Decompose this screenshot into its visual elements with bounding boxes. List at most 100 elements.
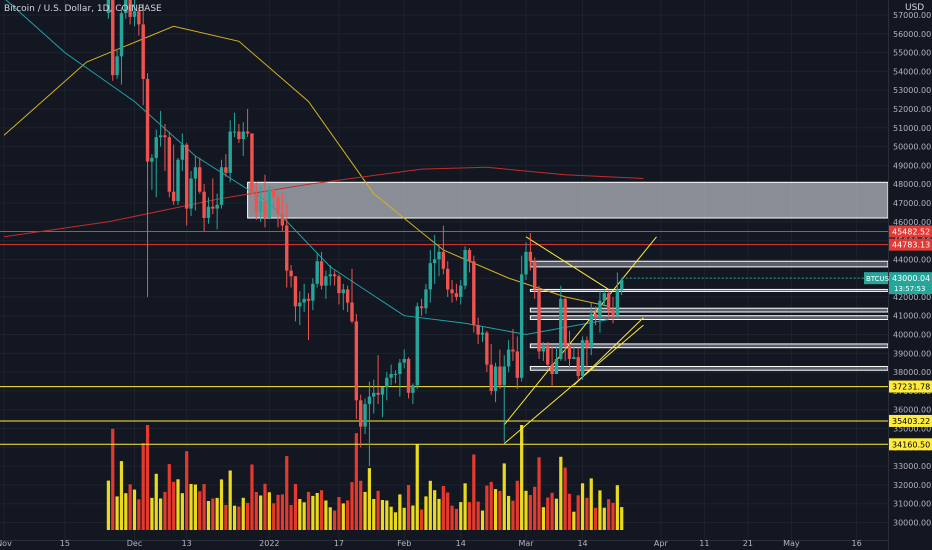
candle-body [176, 159, 180, 202]
y-tick-label: 36000.00 [893, 406, 931, 415]
x-tick-label: 13 [182, 539, 192, 548]
candle-body [437, 251, 441, 260]
plot-area [0, 0, 888, 540]
candle-body [550, 364, 554, 375]
y-tick-label: 35000.00 [893, 425, 931, 434]
candle-body [454, 293, 459, 297]
x-tick-label: 14 [577, 539, 587, 548]
x-tick-label: 17 [334, 539, 344, 548]
volume-bar [602, 507, 606, 530]
resistance-zone [247, 181, 888, 219]
volume-bar [211, 498, 215, 530]
candle-body [158, 135, 163, 138]
volume-bar [389, 506, 393, 530]
volume-bar [502, 463, 506, 530]
price-level-badge [889, 414, 932, 427]
volume-bar [185, 451, 189, 530]
volume-bar [237, 506, 241, 530]
y-tick-label: 42000.00 [893, 293, 931, 302]
candle-body [315, 261, 319, 284]
candle-body [589, 313, 593, 348]
volume-bar [193, 484, 197, 530]
candle-body [519, 274, 524, 378]
candle-body [219, 167, 224, 205]
candle-body [106, 0, 111, 14]
candle-body [324, 276, 328, 286]
candle-body [167, 137, 171, 192]
volume-bar [620, 507, 624, 530]
y-tick-label: 50000.00 [893, 143, 931, 152]
volume-bar [202, 484, 206, 530]
candle-body [615, 289, 620, 316]
volume-bar [198, 491, 202, 530]
candle-body [185, 144, 189, 209]
y-tick-label: 57000.00 [893, 11, 931, 20]
candle-body [533, 261, 537, 290]
volume-bar [450, 505, 454, 530]
candle-body [228, 131, 232, 173]
trend-line [503, 236, 657, 426]
volume-bar [550, 492, 554, 530]
volume-bar [572, 511, 576, 530]
candle-body [476, 325, 480, 335]
candle-body [554, 358, 559, 375]
volume-bar [150, 497, 154, 530]
symbol-label: BTCUSD [866, 275, 895, 283]
candle-body [137, 11, 141, 25]
volume-bar [350, 482, 354, 530]
candle-body [524, 251, 528, 275]
volume-bar [472, 454, 476, 530]
volume-bar [437, 498, 441, 530]
candle-body [258, 201, 263, 213]
volume-bar [315, 493, 319, 530]
candle-body [311, 283, 315, 301]
price-level-label: 44783.13 [892, 241, 930, 250]
candle-body [132, 11, 137, 17]
candle-body [389, 374, 393, 378]
volume-bar [441, 486, 445, 530]
y-tick-label: 44000.00 [893, 255, 931, 264]
x-tick-label: 14 [456, 539, 466, 548]
candle-body [293, 276, 298, 307]
volume-bar [328, 507, 332, 530]
volume-bar [554, 498, 559, 530]
volume-bar [189, 484, 193, 530]
candle-body [363, 404, 367, 427]
candle-body [380, 387, 385, 395]
candle-body [485, 332, 489, 365]
candle-body [580, 340, 585, 376]
volume-bar [219, 479, 224, 530]
volume-bar [607, 499, 611, 530]
volume-bar [559, 456, 563, 530]
volume-bar [111, 428, 115, 530]
volume-bar [367, 468, 371, 530]
volume-bar [176, 479, 180, 530]
volume-bar [363, 491, 367, 530]
candle-body [193, 167, 198, 179]
y-tick-label: 49000.00 [893, 161, 931, 170]
volume-bar [511, 500, 515, 530]
candle-body [606, 293, 611, 311]
volume-bars [106, 425, 624, 530]
candle-body [498, 366, 502, 386]
candle-body [215, 204, 219, 209]
candle-body [332, 274, 337, 277]
ma-line-red [3, 166, 644, 238]
candle-body [385, 377, 389, 388]
candle-body [393, 374, 398, 376]
candle-body [398, 362, 402, 375]
volume-bar [259, 495, 263, 530]
volume-bar [467, 502, 472, 530]
volume-bar [493, 489, 498, 530]
candle-body [563, 298, 567, 346]
candles [106, 0, 624, 467]
volume-bar [298, 499, 302, 530]
candle-body [406, 358, 411, 393]
candle-body [620, 280, 624, 290]
volume-bar [280, 494, 284, 530]
volume-bar [567, 493, 572, 530]
volume-bar [454, 508, 458, 530]
candle-body [515, 351, 519, 378]
volume-bar [215, 497, 219, 530]
